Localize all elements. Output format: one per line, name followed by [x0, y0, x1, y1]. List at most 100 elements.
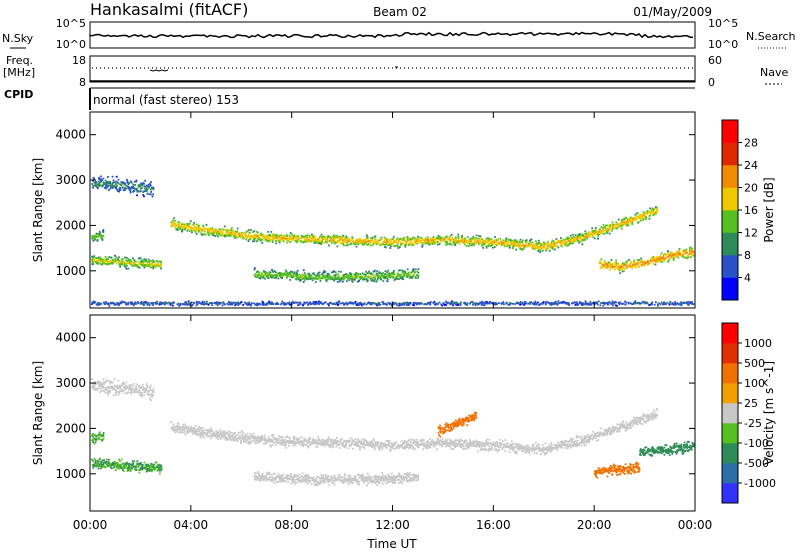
scatter-cell [324, 441, 326, 443]
scatter-cell [536, 304, 538, 306]
scatter-cell [604, 233, 606, 235]
scatter-cell [403, 304, 405, 306]
scatter-cell [346, 280, 348, 282]
scatter-cell [158, 263, 160, 265]
scatter-cell [367, 280, 369, 282]
scatter-cell [119, 266, 121, 268]
scatter-cell [122, 258, 124, 260]
scatter-cell [415, 268, 417, 270]
scatter-cell [240, 440, 242, 442]
scatter-cell [337, 246, 339, 248]
scatter-cell [308, 303, 310, 305]
scatter-cell [249, 232, 251, 234]
scatter-cell [249, 438, 251, 440]
scatter-cell [620, 267, 622, 269]
scatter-cell [103, 229, 105, 231]
freq-left-tick-bottom: 8 [79, 76, 86, 89]
scatter-cell [408, 272, 410, 274]
scatter-cell [633, 260, 635, 262]
scatter-cell [380, 237, 382, 239]
scatter-cell [446, 236, 448, 238]
scatter-cell [422, 244, 424, 246]
scatter-cell [240, 436, 242, 438]
scatter-cell [126, 257, 128, 259]
scatter-cell [297, 270, 299, 272]
scatter-cell [317, 446, 319, 448]
scatter-cell [261, 242, 263, 244]
scatter-cell [108, 256, 110, 258]
scatter-cell [273, 277, 275, 279]
scatter-cell [417, 275, 419, 277]
scatter-cell [368, 271, 370, 273]
scatter-cell [204, 231, 206, 233]
scatter-cell [482, 245, 484, 247]
scatter-cell [427, 237, 429, 239]
scatter-cell [152, 193, 154, 195]
scatter-cell [188, 301, 190, 303]
scatter-cell [692, 251, 694, 253]
scatter-cell [212, 227, 214, 229]
scatter-cell [643, 218, 645, 220]
scatter-cell [543, 301, 545, 303]
scatter-cell [411, 277, 413, 279]
scatter-cell [213, 233, 215, 235]
scatter-cell [618, 219, 620, 221]
scatter-cell [497, 244, 499, 246]
scatter-cell [350, 243, 352, 245]
scatter-cell [384, 273, 386, 275]
scatter-cell [494, 246, 496, 248]
scatter-cell [191, 231, 193, 233]
scatter-cell [194, 224, 196, 226]
scatter-cell [637, 212, 639, 214]
scatter-cell [397, 243, 399, 245]
scatter-cell [140, 257, 142, 259]
colorbar-swatch [722, 165, 738, 188]
scatter-cell [360, 446, 362, 448]
colorbar-swatch [722, 233, 738, 256]
scatter-cell [435, 242, 437, 244]
scatter-cell [120, 302, 122, 304]
scatter-cell [388, 242, 390, 244]
scatter-cell [359, 449, 361, 451]
scatter-cell [594, 238, 596, 240]
scatter-cell [122, 263, 124, 265]
scatter-cell [173, 423, 175, 425]
scatter-cell [690, 256, 692, 258]
scatter-cell [317, 436, 319, 438]
scatter-cell [196, 233, 198, 235]
scatter-cell [552, 248, 554, 250]
scatter-cell [451, 301, 453, 303]
scatter-cell [300, 241, 302, 243]
scatter-cell [631, 267, 633, 269]
scatter-cell [364, 438, 366, 440]
scatter-cell [221, 302, 223, 304]
scatter-cell [268, 436, 270, 438]
scatter-cell [353, 276, 355, 278]
scatter-cell [667, 261, 669, 263]
scatter-cell [588, 303, 590, 305]
scatter-cell [254, 267, 256, 269]
scatter-cell [636, 267, 638, 269]
scatter-cell [184, 304, 186, 306]
scatter-cell [423, 242, 425, 244]
scatter-cell [274, 437, 276, 439]
scatter-cell [558, 300, 560, 302]
scatter-cell [645, 217, 647, 219]
scatter-cell [113, 180, 115, 182]
scatter-cell [283, 241, 285, 243]
scatter-cell [381, 239, 383, 241]
scatter-cell [182, 304, 184, 306]
scatter-cell [393, 270, 395, 272]
scatter-cell [458, 304, 460, 306]
scatter-cell [406, 241, 408, 243]
scatter-cell [688, 257, 690, 259]
scatter-cell [331, 242, 333, 244]
scatter-cell [429, 303, 431, 305]
scatter-cell [327, 444, 329, 446]
scatter-cell [126, 265, 128, 267]
scatter-cell [293, 438, 295, 440]
scatter-cell [375, 239, 377, 241]
scatter-cell [91, 303, 93, 305]
scatter-cell [279, 235, 281, 237]
scatter-cell [241, 301, 243, 303]
